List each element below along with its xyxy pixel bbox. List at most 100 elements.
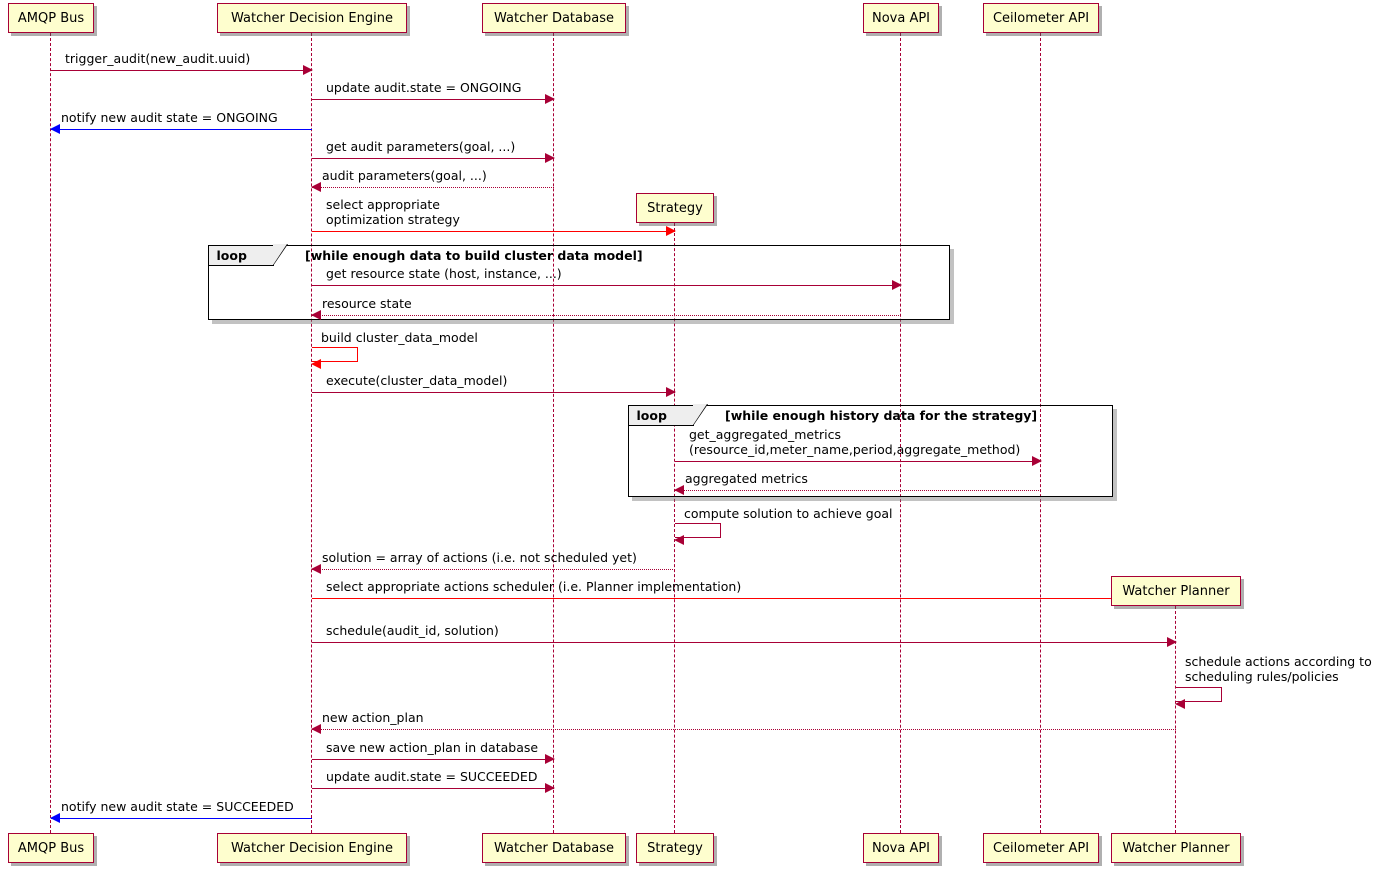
message-line	[312, 569, 675, 570]
frame-notch	[272, 244, 287, 265]
message-line	[312, 392, 675, 393]
message-line	[312, 788, 554, 789]
lifeline-strategy	[674, 223, 676, 833]
participant-nova-bottom[interactable]: Nova API	[863, 833, 939, 863]
lifeline-wde	[311, 33, 313, 833]
message-line	[51, 129, 312, 130]
self-message-label: compute solution to achieve goal	[684, 506, 893, 521]
participant-wde-top[interactable]: Watcher Decision Engine	[217, 3, 407, 33]
message-label: execute(cluster_data_model)	[326, 373, 508, 388]
participant-label: Watcher Planner	[1122, 840, 1230, 856]
message-label: get audit parameters(goal, ...)	[326, 139, 516, 154]
frame-label-loop2: loop	[627, 404, 708, 426]
message-arrowhead	[311, 182, 321, 192]
message-arrowhead	[50, 813, 60, 823]
participant-planner-top[interactable]: Watcher Planner	[1111, 576, 1241, 606]
participant-amqp-top[interactable]: AMQP Bus	[8, 3, 94, 33]
participant-wdb-top[interactable]: Watcher Database	[482, 3, 626, 33]
message-line	[675, 461, 1041, 462]
message-arrowhead	[666, 387, 676, 397]
message-line	[312, 759, 554, 760]
message-arrowhead	[311, 724, 321, 734]
frame-condition-loop2: [while enough history data for the strat…	[725, 408, 1038, 423]
message-label: schedule(audit_id, solution)	[326, 623, 499, 638]
self-message-box	[312, 347, 358, 362]
participant-nova-top[interactable]: Nova API	[863, 3, 939, 33]
participant-label: Strategy	[647, 200, 703, 216]
message-label: get resource state (host, instance, ...)	[326, 266, 562, 281]
message-line	[675, 490, 1041, 491]
participant-wde-bottom[interactable]: Watcher Decision Engine	[217, 833, 407, 863]
participant-label: Nova API	[871, 10, 931, 26]
message-line	[312, 187, 554, 188]
message-label: update audit.state = ONGOING	[326, 80, 522, 95]
participant-label: AMQP Bus	[17, 840, 85, 856]
message-arrowhead	[674, 485, 684, 495]
participant-label: Nova API	[871, 840, 931, 856]
message-arrowhead	[545, 754, 555, 764]
message-line	[312, 231, 675, 232]
message-label: audit parameters(goal, ...)	[322, 168, 487, 183]
participant-label: Watcher Decision Engine	[231, 840, 393, 856]
message-line	[51, 70, 312, 71]
participant-label: Watcher Database	[494, 10, 614, 26]
participant-label: Watcher Planner	[1122, 583, 1230, 599]
participant-strategy-top[interactable]: Strategy	[636, 193, 714, 223]
participant-ceilo-bottom[interactable]: Ceilometer API	[983, 833, 1099, 863]
frame-label-loop1: loop	[207, 244, 288, 266]
participant-amqp-bottom[interactable]: AMQP Bus	[8, 833, 94, 863]
message-label: get_aggregated_metrics (resource_id,mete…	[689, 427, 1021, 457]
message-line	[312, 285, 901, 286]
message-line	[312, 315, 901, 316]
participant-planner-bottom[interactable]: Watcher Planner	[1111, 833, 1241, 863]
participant-wdb-bottom[interactable]: Watcher Database	[482, 833, 626, 863]
self-message-box	[1176, 687, 1222, 702]
self-message-s1[interactable]: build cluster_data_model	[311, 330, 478, 369]
frame-type-label: loop	[216, 247, 247, 263]
message-label: solution = array of actions (i.e. not sc…	[322, 550, 637, 565]
self-message-arrowhead	[674, 534, 684, 545]
message-arrowhead	[666, 226, 676, 236]
participant-label: Strategy	[647, 840, 703, 856]
participant-label: Watcher Decision Engine	[231, 10, 393, 26]
frame-condition-loop1: [while enough data to build cluster data…	[305, 248, 643, 263]
message-arrowhead	[545, 783, 555, 793]
frame-loop2: loop [while enough history data for the s…	[627, 404, 1113, 497]
participant-ceilo-top[interactable]: Ceilometer API	[983, 3, 1099, 33]
message-label: update audit.state = SUCCEEDED	[326, 769, 538, 784]
message-label: aggregated metrics	[685, 471, 808, 486]
participant-label: Watcher Database	[494, 840, 614, 856]
message-arrowhead	[1032, 456, 1042, 466]
message-line	[312, 642, 1176, 643]
self-message-arrowhead	[1175, 698, 1185, 709]
message-line	[312, 598, 1176, 599]
self-message-label: schedule actions according to scheduling…	[1185, 654, 1372, 684]
participant-label: Ceilometer API	[992, 840, 1090, 856]
message-label: resource state	[322, 296, 412, 311]
message-arrowhead	[50, 124, 60, 134]
participant-label: Ceilometer API	[992, 10, 1090, 26]
message-arrowhead	[303, 65, 313, 75]
message-line	[312, 729, 1176, 730]
participant-strategy-bottom[interactable]: Strategy	[636, 833, 714, 863]
message-line	[312, 158, 554, 159]
self-message-s2[interactable]: compute solution to achieve goal	[674, 506, 893, 545]
message-arrowhead	[545, 153, 555, 163]
lifeline-nova	[900, 33, 902, 833]
lifeline-planner	[1175, 606, 1177, 833]
participant-label: AMQP Bus	[17, 10, 85, 26]
frame-notch	[692, 404, 707, 425]
message-arrowhead	[311, 564, 321, 574]
lifeline-amqp	[50, 33, 52, 833]
self-message-s3[interactable]: schedule actions according to scheduling…	[1175, 654, 1372, 709]
message-arrowhead	[1167, 637, 1177, 647]
message-line	[312, 99, 554, 100]
message-arrowhead	[892, 280, 902, 290]
message-label: notify new audit state = ONGOING	[61, 110, 278, 125]
message-arrowhead	[311, 310, 321, 320]
self-message-box	[675, 523, 721, 538]
frame-type-label: loop	[636, 407, 667, 423]
message-label: select appropriate optimization strategy	[326, 197, 460, 227]
lifeline-wdb	[553, 33, 555, 833]
